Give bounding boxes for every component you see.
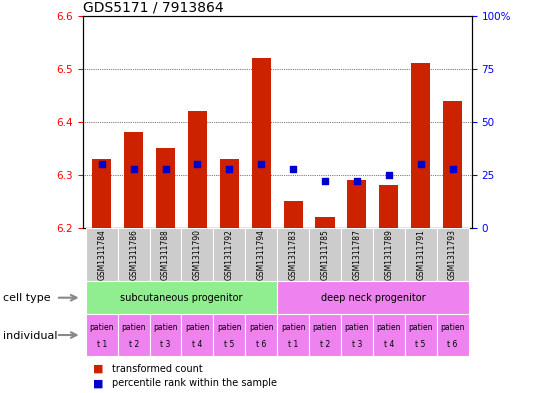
Bar [181,228,213,281]
Bar [181,314,213,356]
Text: patien: patien [313,323,337,332]
Bar [437,314,469,356]
Bar [405,314,437,356]
Point [321,178,329,184]
Text: patien: patien [376,323,401,332]
Bar [309,228,341,281]
Bar [118,314,150,356]
Bar [252,58,271,228]
Text: individual: individual [3,331,57,341]
Bar [220,159,239,228]
Bar [277,314,309,356]
Bar [341,228,373,281]
Text: t 1: t 1 [96,340,107,349]
Point [353,178,361,184]
Bar [86,314,118,356]
Bar [341,314,373,356]
Bar [277,281,469,314]
Text: ■: ■ [93,378,104,388]
Point [161,165,170,172]
Text: GSM1311789: GSM1311789 [384,229,393,280]
Bar [213,314,245,356]
Bar [118,228,150,281]
Point [416,161,425,167]
Text: t 2: t 2 [128,340,139,349]
Text: patien: patien [408,323,433,332]
Point [225,165,233,172]
Text: patien: patien [281,323,305,332]
Text: t 3: t 3 [352,340,362,349]
Text: t 4: t 4 [384,340,394,349]
Text: GSM1311793: GSM1311793 [448,229,457,280]
Point [98,161,106,167]
Text: patien: patien [345,323,369,332]
Bar [316,217,335,228]
Bar [245,228,277,281]
Text: t 6: t 6 [256,340,266,349]
Text: patien: patien [249,323,273,332]
Bar [373,228,405,281]
Point [289,165,297,172]
Text: GSM1311790: GSM1311790 [193,229,202,280]
Bar [213,228,245,281]
Bar [405,228,437,281]
Bar [411,64,430,228]
Text: GDS5171 / 7913864: GDS5171 / 7913864 [83,0,223,15]
Point [448,165,457,172]
Bar [86,281,277,314]
Text: GSM1311787: GSM1311787 [352,229,361,280]
Text: t 3: t 3 [160,340,171,349]
Text: GSM1311791: GSM1311791 [416,229,425,280]
Text: GSM1311783: GSM1311783 [288,229,297,280]
Bar [92,159,111,228]
Text: GSM1311786: GSM1311786 [129,229,138,280]
Text: cell type: cell type [3,292,50,303]
Text: percentile rank within the sample: percentile rank within the sample [112,378,277,388]
Bar [379,185,398,228]
Bar [86,228,118,281]
Text: transformed count: transformed count [112,364,203,374]
Bar [373,314,405,356]
Bar [156,149,175,228]
Bar [284,202,303,228]
Text: patien: patien [90,323,114,332]
Bar [309,314,341,356]
Text: patien: patien [217,323,241,332]
Text: GSM1311788: GSM1311788 [161,229,170,280]
Text: GSM1311794: GSM1311794 [257,229,266,280]
Text: patien: patien [122,323,146,332]
Bar [245,314,277,356]
Text: subcutaneous progenitor: subcutaneous progenitor [120,293,243,303]
Bar [437,228,469,281]
Point [384,172,393,178]
Text: t 2: t 2 [320,340,330,349]
Point [257,161,265,167]
Text: patien: patien [440,323,465,332]
Text: GSM1311784: GSM1311784 [97,229,106,280]
Text: t 1: t 1 [288,340,298,349]
Bar [188,111,207,228]
Text: t 4: t 4 [192,340,203,349]
Text: ■: ■ [93,364,104,374]
Text: deep neck progenitor: deep neck progenitor [320,293,425,303]
Text: patien: patien [154,323,178,332]
Bar [124,132,143,228]
Text: t 5: t 5 [416,340,426,349]
Bar [150,314,181,356]
Point [193,161,201,167]
Bar [443,101,462,228]
Text: patien: patien [185,323,209,332]
Text: t 5: t 5 [224,340,235,349]
Bar [348,180,367,228]
Text: GSM1311792: GSM1311792 [225,229,234,280]
Text: GSM1311785: GSM1311785 [320,229,329,280]
Text: t 6: t 6 [447,340,458,349]
Point [130,165,138,172]
Bar [277,228,309,281]
Bar [150,228,181,281]
